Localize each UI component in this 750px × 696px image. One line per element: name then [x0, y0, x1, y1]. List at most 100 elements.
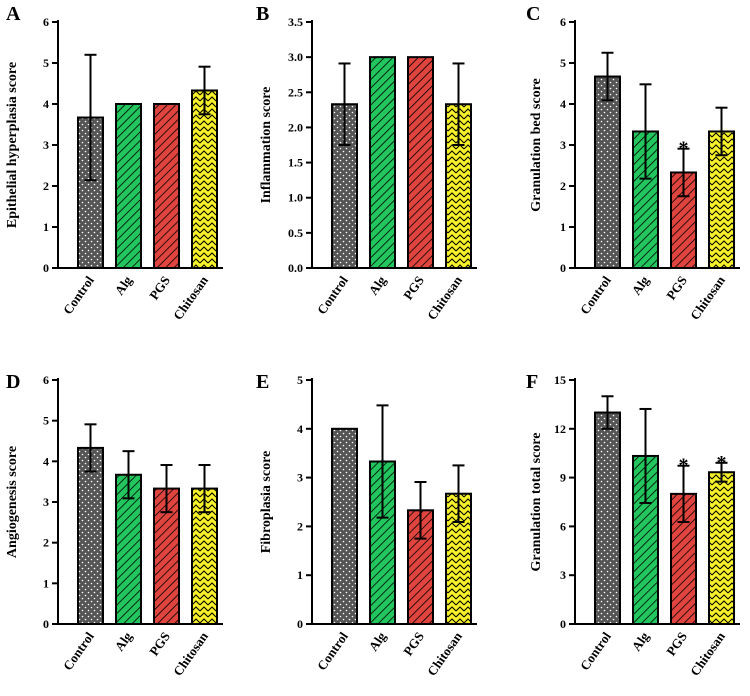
y-tick-label: 15	[554, 373, 566, 387]
panel-label: E	[256, 371, 269, 393]
x-tick-label: PGS	[663, 629, 690, 658]
x-tick-label: Chitosan	[424, 628, 465, 678]
bar-control	[594, 75, 621, 269]
y-tick-label: 3	[43, 138, 49, 152]
significance-marker: *	[679, 455, 689, 477]
y-axis-label: Fibroplasia score	[259, 451, 274, 554]
y-tick-label: 3.0	[288, 50, 303, 64]
error-bar-control	[601, 395, 614, 430]
panel-label: F	[526, 371, 538, 393]
error-bar-chitosan	[715, 106, 728, 157]
y-tick-label: 0	[43, 617, 49, 631]
bar-chitosan	[191, 89, 218, 269]
y-tick-label: 1	[43, 220, 49, 234]
y-tick-label: 2	[43, 179, 49, 193]
y-tick-label: 4	[43, 97, 49, 111]
x-tick-label: Alg	[111, 629, 135, 654]
y-axis-label: Inflammation score	[259, 87, 274, 204]
y-axis-label: Granulation bed score	[529, 78, 544, 212]
x-tick-label: Control	[314, 629, 351, 673]
y-tick-label: 5	[43, 414, 49, 428]
error-bar-pgs	[414, 480, 427, 540]
x-tick-label: Control	[577, 629, 614, 673]
y-tick-label: 12	[554, 422, 566, 436]
y-axis-label: Granulation total score	[529, 433, 544, 572]
x-tick-label: PGS	[400, 273, 427, 302]
y-tick-label: 2	[43, 536, 49, 550]
error-bar-pgs	[677, 147, 690, 198]
y-tick-label: 3.5	[288, 15, 303, 29]
y-tick-label: 4	[297, 422, 303, 436]
error-bar-alg	[122, 450, 135, 500]
error-bar-alg	[639, 83, 652, 180]
error-bar-pgs	[160, 463, 173, 514]
y-tick-label: 5	[43, 56, 49, 70]
y-tick-label: 2	[560, 179, 566, 193]
y-tick-label: 6	[43, 15, 49, 29]
x-tick-label: Control	[60, 273, 97, 317]
bar-pgs	[407, 56, 434, 270]
error-bar-control	[601, 51, 614, 102]
x-tick-label: PGS	[663, 273, 690, 302]
y-tick-label: 6	[560, 15, 566, 29]
x-tick-label: Alg	[365, 629, 389, 654]
y-tick-label: 0.0	[288, 261, 303, 275]
y-tick-label: 0	[43, 261, 49, 275]
y-tick-label: 0	[560, 261, 566, 275]
y-tick-label: 3	[297, 471, 303, 485]
y-tick-label: 3	[560, 568, 566, 582]
y-tick-label: 5	[560, 56, 566, 70]
x-tick-label: PGS	[146, 273, 173, 302]
bar-control	[77, 446, 104, 625]
y-tick-label: 3	[560, 138, 566, 152]
x-tick-label: Chitosan	[687, 628, 728, 678]
chart-panel-a: A Epithelial hyperplasia score Control Alg P…	[5, 3, 223, 323]
y-tick-label: 0	[297, 617, 303, 631]
y-tick-label: 2	[297, 519, 303, 533]
y-tick-label: 0.5	[288, 226, 303, 240]
y-tick-label: 9	[560, 471, 566, 485]
y-tick-label: 5	[297, 373, 303, 387]
x-tick-label: Chitosan	[687, 272, 728, 322]
error-bar-alg	[376, 404, 389, 519]
bar-pgs	[153, 103, 180, 269]
significance-marker: *	[717, 452, 727, 474]
y-tick-label: 0	[560, 617, 566, 631]
error-bar-pgs	[677, 464, 690, 524]
panel-label: B	[256, 3, 269, 25]
error-bar-control	[338, 62, 351, 146]
y-tick-label: 1	[43, 576, 49, 590]
x-tick-label: PGS	[146, 629, 173, 658]
error-bar-alg	[639, 407, 652, 504]
bar-chitosan	[708, 471, 735, 625]
y-tick-label: 1	[297, 568, 303, 582]
y-axis-label: Angiogenesis score	[5, 446, 20, 558]
bar-alg	[369, 56, 396, 270]
bar-control	[594, 411, 621, 625]
x-tick-label: Control	[60, 629, 97, 673]
error-bar-chitosan	[452, 464, 465, 524]
y-tick-label: 1	[560, 220, 566, 234]
bar-alg	[115, 103, 142, 269]
x-tick-label: Alg	[365, 273, 389, 298]
error-bar-chitosan	[198, 463, 211, 514]
panel-label: C	[526, 3, 540, 25]
bar-pgs	[407, 509, 434, 625]
y-tick-label: 3	[43, 495, 49, 509]
error-bar-chitosan	[452, 62, 465, 146]
x-tick-label: Control	[577, 273, 614, 317]
chart-panel-d: D Angiogenesis score Control Alg PGSChitosan…	[5, 371, 223, 679]
panel-label: D	[6, 371, 20, 393]
y-tick-label: 1.0	[288, 191, 303, 205]
y-tick-label: 6	[560, 519, 566, 533]
bar-control	[331, 427, 358, 625]
y-tick-label: 4	[560, 97, 566, 111]
y-tick-label: 4	[43, 454, 49, 468]
bar-alg	[632, 454, 659, 625]
x-tick-label: PGS	[400, 629, 427, 658]
y-tick-label: 2.5	[288, 85, 303, 99]
x-tick-label: Alg	[628, 273, 652, 298]
y-axis-label: Epithelial hyperplasia score	[5, 62, 20, 228]
